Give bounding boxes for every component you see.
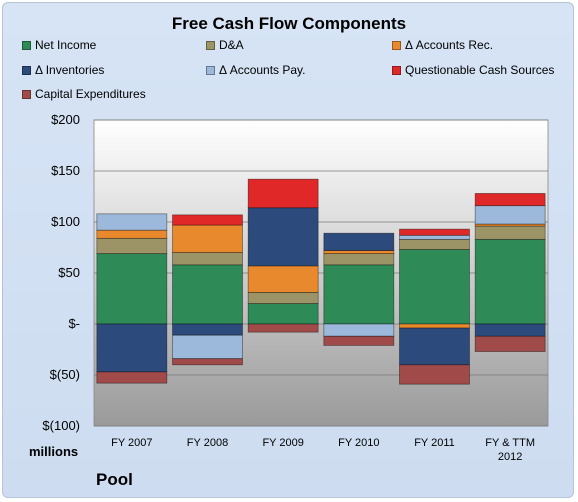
bar-segment	[96, 237, 168, 255]
legend-swatch	[22, 65, 31, 75]
x-tick-label-line: FY 2010	[338, 437, 380, 449]
bar-segment	[172, 358, 243, 366]
legend-swatch	[392, 40, 401, 50]
legend-swatch	[392, 65, 401, 75]
y-tick-label: $(50)	[49, 367, 80, 382]
x-tick-label-line: FY 2007	[111, 437, 153, 449]
bar-segment	[247, 178, 319, 209]
bar-segment	[96, 323, 168, 373]
y-tick-label: $(100)	[42, 418, 80, 433]
bar-segment	[323, 232, 395, 251]
y-tick-label: $200	[51, 112, 80, 127]
bar-segment	[96, 371, 168, 384]
bar-segment	[247, 303, 319, 325]
bar-segment	[474, 323, 546, 337]
x-tick-label-line: FY 2009	[262, 437, 304, 449]
bar-segment	[247, 291, 319, 305]
legend-label: Δ Inventories	[35, 63, 105, 77]
chart-title: Free Cash Flow Components	[171, 14, 407, 33]
bar-segment	[247, 207, 319, 267]
bar-segment	[172, 252, 243, 266]
legend-label: Net Income	[35, 38, 97, 52]
x-tick-label-line: FY & TTM	[485, 437, 536, 449]
bar-segment	[399, 228, 470, 236]
x-tick-label: FY 2008	[168, 436, 248, 450]
legend-swatch	[22, 40, 31, 50]
x-tick-label: FY 2010	[319, 436, 399, 450]
x-tick-label: FY 2009	[243, 436, 323, 450]
bar-segment	[323, 250, 395, 255]
legend-label: Questionable Cash Sources	[405, 63, 555, 77]
bar-segment	[474, 205, 546, 225]
bar-segment	[399, 249, 470, 325]
bar-segment	[172, 214, 243, 226]
legend-item: Δ Accounts Pay.	[206, 63, 306, 77]
bar-segment	[172, 334, 243, 360]
bar-segment	[474, 193, 546, 207]
legend-swatch	[22, 89, 31, 99]
bar-segment	[172, 264, 243, 325]
bar-segment	[323, 335, 395, 346]
y-tick-label: $150	[51, 163, 80, 178]
legend-item: Δ Inventories	[22, 63, 104, 77]
x-tick-label-line: FY 2008	[186, 437, 229, 449]
x-tick-label: FY & TTM 2012	[470, 436, 550, 464]
bar-segment	[172, 323, 243, 336]
x-tick-label: FY 2011	[395, 436, 475, 450]
bar-segment	[323, 253, 395, 266]
legend-item: D&A	[206, 38, 244, 52]
units-label: millions	[29, 444, 79, 459]
bar-segment	[399, 327, 470, 366]
y-tick-label: $50	[58, 265, 80, 280]
legend-label: Δ Accounts Pay.	[219, 63, 306, 77]
bar-segment	[474, 335, 546, 352]
bar-segment	[474, 225, 546, 240]
legend-label: Capital Expenditures	[35, 87, 146, 101]
legend-item: Questionable Cash Sources	[392, 63, 554, 77]
x-tick-label: FY 2007	[92, 436, 172, 450]
legend-item: Net Income	[22, 38, 96, 52]
bar-segment	[399, 364, 470, 385]
bar-segment	[96, 253, 168, 325]
bar-segment	[96, 213, 168, 231]
bar-segment	[399, 238, 470, 250]
legend-swatch	[206, 40, 215, 50]
legend-label: D&A	[219, 38, 244, 52]
bar-segment	[172, 224, 243, 253]
bar-segment	[96, 229, 168, 239]
legend-swatch	[206, 65, 215, 75]
bar-segment	[474, 238, 546, 325]
bar-segment	[399, 234, 470, 240]
y-tick-label: $-	[68, 316, 80, 331]
y-tick-label: $100	[51, 214, 80, 229]
bar-segment	[247, 265, 319, 293]
company-label: Pool	[96, 470, 133, 489]
x-tick-label-line: FY 2011	[414, 437, 455, 449]
legend-item: Capital Expenditures	[22, 87, 146, 101]
bar-segment	[323, 264, 395, 325]
legend-item: Δ Accounts Rec.	[392, 38, 493, 52]
legend-label: Δ Accounts Rec.	[405, 38, 494, 52]
bar-segment	[399, 323, 470, 329]
bar-segment	[247, 323, 319, 333]
bar-segment	[323, 323, 395, 337]
x-tick-label-line: 2012	[497, 451, 523, 463]
